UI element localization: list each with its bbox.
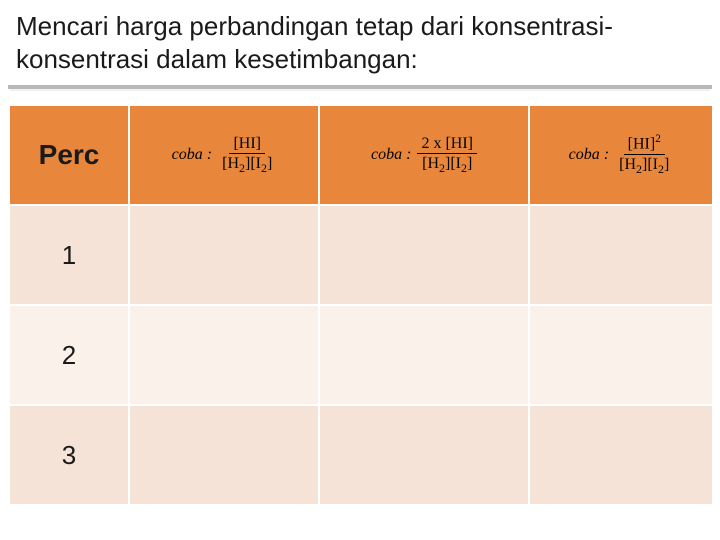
formula-1: coba : [HI] [H2][I2] — [172, 135, 277, 176]
cell-perc: 1 — [9, 205, 129, 305]
cell-value — [129, 305, 319, 405]
cell-value — [529, 205, 713, 305]
frac3-den: [H2][I2] — [615, 155, 673, 176]
cell-value — [529, 305, 713, 405]
col-perc: Perc — [9, 105, 129, 205]
col-formula-2: coba : 2 x [HI] [H2][I2] — [319, 105, 529, 205]
table-body: 123 — [9, 205, 713, 505]
cell-perc: 2 — [9, 305, 129, 405]
perc-header-label: Perc — [39, 139, 100, 170]
slide-title: Mencari harga perbandingan tetap dari ko… — [16, 10, 704, 75]
cell-value — [129, 405, 319, 505]
cell-value — [319, 205, 529, 305]
col-formula-1: coba : [HI] [H2][I2] — [129, 105, 319, 205]
frac2-den: [H2][I2] — [418, 154, 476, 175]
fraction-1: [HI] [H2][I2] — [218, 135, 276, 176]
cell-perc: 3 — [9, 405, 129, 505]
frac1-den: [H2][I2] — [218, 154, 276, 175]
equilibrium-table: Perc coba : [HI] [H2][I2] coba : — [8, 104, 712, 506]
col-formula-3: coba : [HI]2 [H2][I2] — [529, 105, 713, 205]
data-table: Perc coba : [HI] [H2][I2] coba : — [8, 104, 714, 506]
cell-value — [319, 405, 529, 505]
table-header-row: Perc coba : [HI] [H2][I2] coba : — [9, 105, 713, 205]
cell-value — [319, 305, 529, 405]
table-row: 2 — [9, 305, 713, 405]
fraction-2: 2 x [HI] [H2][I2] — [417, 135, 477, 176]
table-row: 1 — [9, 205, 713, 305]
frac3-num: [HI]2 — [624, 133, 665, 155]
formula-label: coba : — [569, 146, 609, 164]
slide-title-box: Mencari harga perbandingan tetap dari ko… — [8, 4, 712, 89]
formula-label: coba : — [371, 146, 411, 164]
frac1-num: [HI] — [229, 135, 265, 155]
formula-label: coba : — [172, 146, 212, 164]
frac2-num: 2 x [HI] — [417, 135, 477, 155]
formula-2: coba : 2 x [HI] [H2][I2] — [371, 135, 477, 176]
cell-value — [529, 405, 713, 505]
cell-value — [129, 205, 319, 305]
fraction-3: [HI]2 [H2][I2] — [615, 133, 673, 176]
formula-3: coba : [HI]2 [H2][I2] — [569, 133, 674, 176]
table-row: 3 — [9, 405, 713, 505]
